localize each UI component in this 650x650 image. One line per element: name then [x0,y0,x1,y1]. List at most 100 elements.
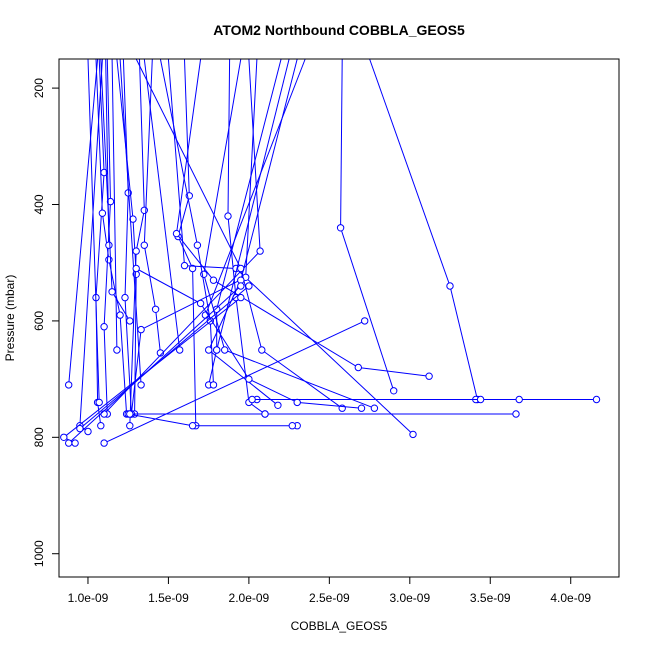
data-point [100,439,108,447]
x-tick-label: 3.5e-09 [470,591,511,605]
data-point [256,247,264,255]
series-line [87,58,100,403]
y-tick-label: 800 [32,427,46,447]
data-point [156,349,165,357]
profile-series [126,58,149,430]
y-tick-label: 600 [32,311,46,331]
data-point [140,206,149,215]
data-point [105,241,113,249]
data-point [248,395,256,404]
profile-series [248,395,485,404]
x-tick-label: 4.0e-09 [550,591,591,605]
data-point [95,398,103,407]
data-point [116,311,124,319]
series-line [122,58,132,415]
data-point [258,346,266,354]
y-axis: 200 400 600 800 1000 [32,78,59,567]
data-point [476,395,485,404]
data-point [100,323,108,331]
data-point [213,346,221,354]
data-point [121,293,129,302]
data-point [176,346,184,354]
x-tick-label: 3.0e-09 [389,591,430,605]
data-point [409,430,417,439]
profile-series [65,58,99,389]
profile-series [143,58,184,354]
x-tick-label: 2.5e-09 [309,591,350,605]
series-line [204,58,306,316]
y-axis-label: Pressure (mbar) [3,275,17,362]
x-axis: 1.0e-09 1.5e-09 2.0e-09 2.5e-09 3.0e-09 3.5e-… [68,577,591,605]
data-point [65,439,73,447]
data-point [84,427,92,436]
data-point [336,224,345,232]
data-point [425,372,433,380]
data-point [213,305,221,313]
y-tick-label: 400 [32,194,46,214]
data-point [151,305,160,313]
profile-series [126,410,520,418]
series-line [68,58,99,385]
data-point [97,422,105,430]
data-point [205,346,213,354]
data-point [188,422,197,430]
series-line [119,58,142,385]
series-line [111,58,118,351]
chart-title: ATOM2 Northbound COBBLA_GEOS5 [213,22,465,38]
data-point [172,229,181,238]
plot-frame [58,58,620,578]
profile-series [87,58,103,407]
series-layer [60,58,601,447]
data-point [180,261,189,270]
data-point [137,325,145,334]
data-point [100,410,108,418]
profile-series [132,264,366,412]
data-point [288,422,296,430]
profile-series [100,317,369,447]
x-axis-label: COBBLA_GEOS5 [291,619,388,633]
data-point [193,241,202,249]
series-line [130,58,258,415]
series-line [167,58,414,435]
y-tick-label: 200 [32,78,46,98]
data-point [293,398,301,407]
series-line [103,320,365,444]
data-point [137,381,145,389]
data-point [98,209,107,217]
series-line [103,58,112,415]
series-line [68,285,242,444]
series-line [79,285,250,429]
data-point [390,387,398,395]
profile-series [336,58,398,395]
data-point [71,439,79,447]
data-point [515,395,523,404]
data-point [132,247,140,255]
data-point [126,410,134,418]
data-point [237,293,245,302]
data-point [126,317,134,325]
data-point [140,241,149,249]
data-point [108,288,116,296]
series-line [216,58,290,351]
x-tick-label: 2.0e-09 [229,591,270,605]
x-tick-label: 1.5e-09 [148,591,189,605]
data-point [60,433,68,441]
data-point [196,299,205,308]
data-point [261,410,269,418]
data-point [65,381,73,389]
data-point [245,282,253,290]
data-point [76,424,84,433]
profile-series [65,282,245,447]
profile-series [76,282,253,433]
profile-series [119,58,145,389]
data-point [224,212,232,220]
data-point [512,410,520,418]
data-point [361,317,369,325]
series-line [129,58,145,426]
data-point [592,395,601,404]
profile-series [111,58,121,354]
data-point [354,363,362,372]
data-point [209,276,218,284]
x-tick-label: 1.0e-09 [68,591,109,605]
